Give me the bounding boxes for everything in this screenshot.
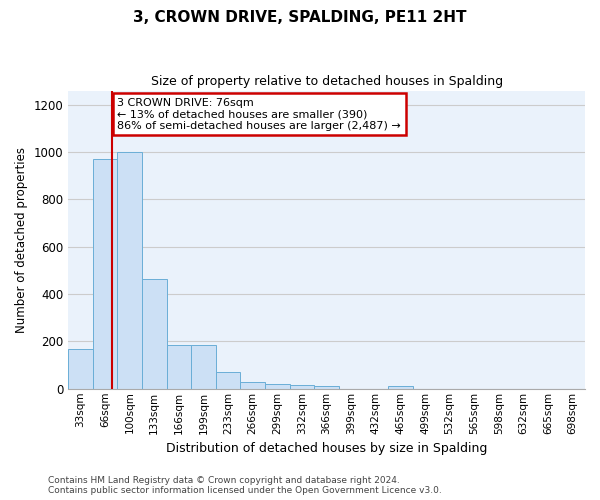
Bar — [93, 159, 118, 389]
Text: 3 CROWN DRIVE: 76sqm
← 13% of detached houses are smaller (390)
86% of semi-deta: 3 CROWN DRIVE: 76sqm ← 13% of detached h… — [118, 98, 401, 131]
Bar — [191, 345, 216, 389]
Bar — [142, 278, 167, 389]
X-axis label: Distribution of detached houses by size in Spalding: Distribution of detached houses by size … — [166, 442, 487, 455]
Text: 3, CROWN DRIVE, SPALDING, PE11 2HT: 3, CROWN DRIVE, SPALDING, PE11 2HT — [133, 10, 467, 25]
Bar — [265, 384, 290, 389]
Text: Contains HM Land Registry data © Crown copyright and database right 2024.
Contai: Contains HM Land Registry data © Crown c… — [48, 476, 442, 495]
Bar — [388, 386, 413, 389]
Bar — [314, 386, 339, 389]
Bar — [290, 384, 314, 389]
Bar — [167, 345, 191, 389]
Title: Size of property relative to detached houses in Spalding: Size of property relative to detached ho… — [151, 75, 503, 88]
Bar — [216, 372, 241, 389]
Y-axis label: Number of detached properties: Number of detached properties — [15, 146, 28, 332]
Bar — [241, 382, 265, 389]
Bar — [68, 348, 93, 389]
Bar — [118, 152, 142, 389]
